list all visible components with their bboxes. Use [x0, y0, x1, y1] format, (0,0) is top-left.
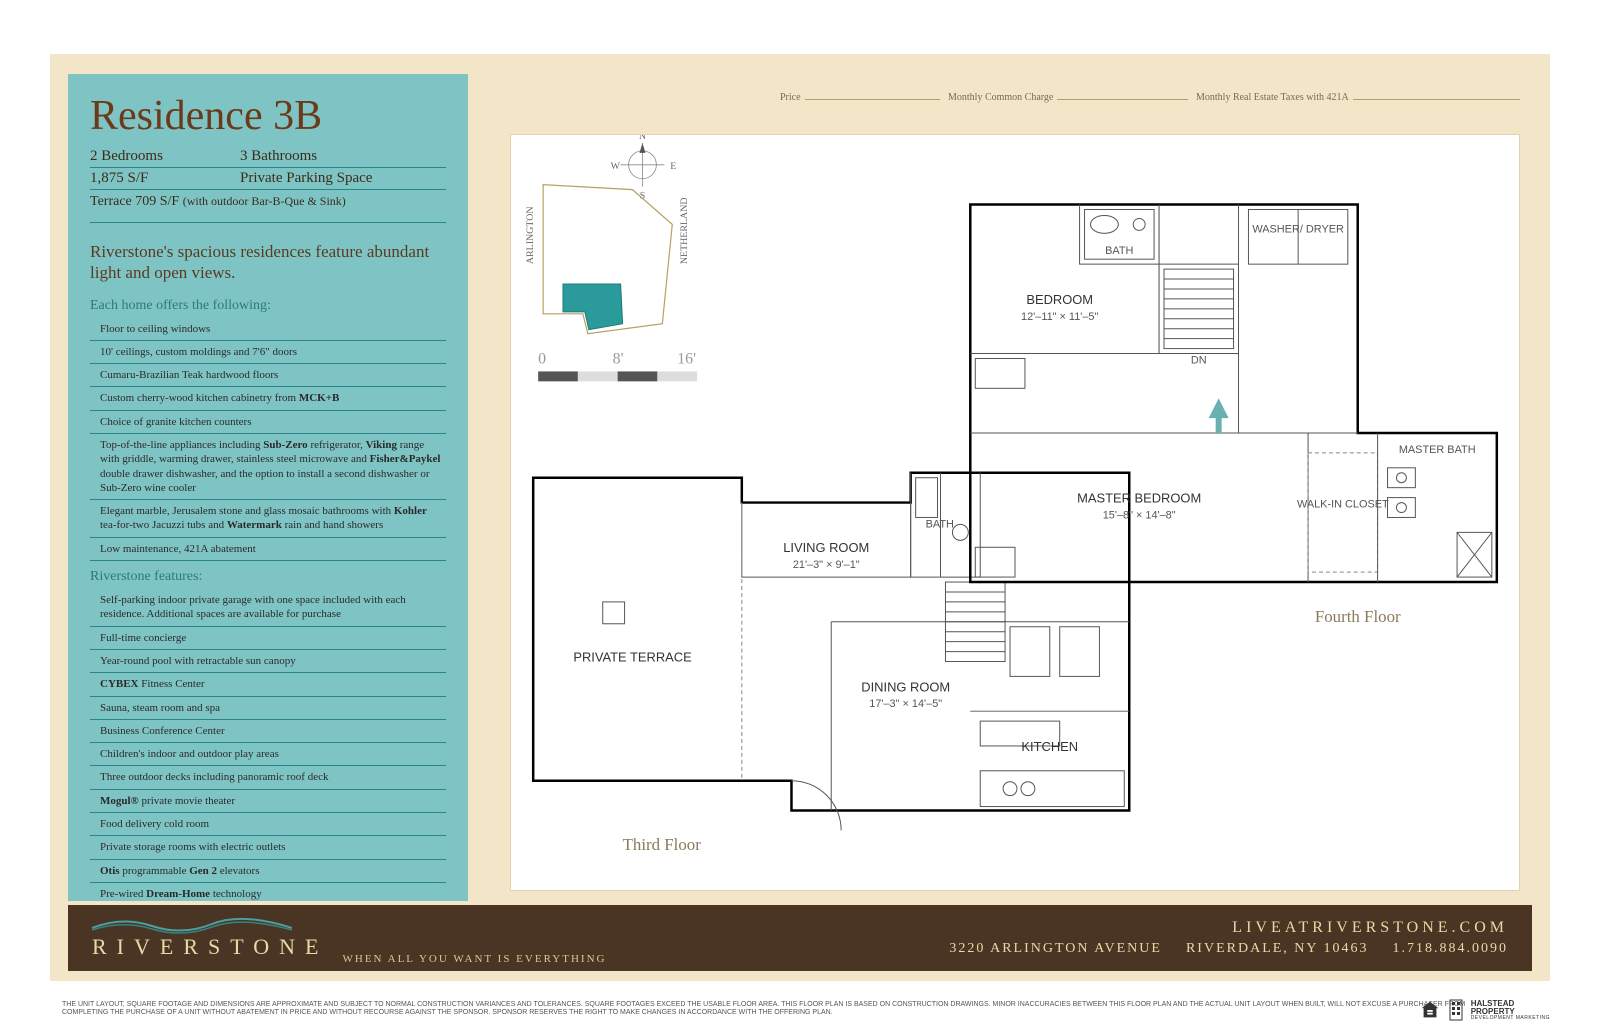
svg-text:ARLINGTON: ARLINGTON	[525, 206, 536, 264]
terrace-note: (with outdoor Bar-B-Que & Sink)	[183, 194, 346, 208]
logo-block: RIVERSTONE	[92, 916, 329, 960]
keyplan: ARLINGTON NETHERLAND	[525, 185, 690, 334]
scale-bar: 0 8' 16'	[538, 350, 697, 381]
home-feature-item: Floor to ceiling windows	[90, 318, 446, 341]
svg-text:BEDROOM: BEDROOM	[1026, 292, 1093, 307]
price-line: Price Monthly Common Charge Monthly Real…	[780, 90, 1520, 103]
halstead-icon	[1449, 999, 1463, 1021]
svg-text:BATH: BATH	[1105, 245, 1133, 257]
home-feature-item: Low maintenance, 421A abatement	[90, 538, 446, 561]
home-feature-item: Elegant marble, Jerusalem stone and glas…	[90, 500, 446, 538]
svg-text:Third Floor: Third Floor	[623, 835, 702, 854]
svg-text:12'–11" × 11'–5": 12'–11" × 11'–5"	[1021, 311, 1098, 323]
svg-text:DINING ROOM: DINING ROOM	[861, 679, 950, 694]
equal-housing-icon	[1419, 999, 1441, 1021]
fourth-floor-plan: DN WASHER/ DRYER BATH BEDROOM 12'–11" × …	[970, 205, 1497, 626]
home-features-title: Each home offers the following:	[90, 298, 446, 314]
home-feature-item: Cumaru-Brazilian Teak hardwood floors	[90, 364, 446, 387]
disclaimer-icons: HALSTEAD PROPERTY DEVELOPMENT MARKETING	[1419, 999, 1550, 1021]
building-feature-item: Business Conference Center	[90, 720, 446, 743]
building-feature-item: Otis programmable Gen 2 elevators	[90, 860, 446, 883]
city: RIVERDALE, NY 10463	[1186, 941, 1369, 957]
svg-text:MASTER BATH: MASTER BATH	[1399, 444, 1476, 456]
logo-text: RIVERSTONE	[92, 934, 329, 960]
floorplan-svg: ARLINGTON NETHERLAND N S E W 0 8' 16'	[511, 135, 1519, 890]
info-panel: Residence 3B 2 Bedrooms 3 Bathrooms 1,87…	[68, 74, 468, 901]
svg-text:WALK-IN CLOSET: WALK-IN CLOSET	[1297, 499, 1389, 511]
svg-text:LIVING ROOM: LIVING ROOM	[783, 540, 869, 555]
home-features-list: Floor to ceiling windows10' ceilings, cu…	[90, 318, 446, 562]
svg-text:N: N	[639, 135, 646, 142]
svg-text:WASHER/ DRYER: WASHER/ DRYER	[1252, 223, 1344, 235]
bedrooms: 2 Bedrooms	[90, 148, 240, 165]
cc-blank	[1057, 90, 1188, 100]
svg-text:21'–3" × 9'–1": 21'–3" × 9'–1"	[793, 559, 860, 571]
svg-text:17'–3" × 14'–5": 17'–3" × 14'–5"	[869, 698, 942, 710]
spec-row-1: 2 Bedrooms 3 Bathrooms	[90, 146, 446, 168]
disclaimer: THE UNIT LAYOUT, SQUARE FOOTAGE AND DIME…	[62, 1001, 1470, 1017]
building-features-list: Self-parking indoor private garage with …	[90, 589, 446, 901]
svg-text:S: S	[640, 191, 646, 202]
svg-text:E: E	[670, 161, 676, 172]
building-feature-item: Private storage rooms with electric outl…	[90, 836, 446, 859]
building-feature-item: Sauna, steam room and spa	[90, 697, 446, 720]
svg-text:16': 16'	[677, 350, 696, 367]
home-feature-item: Top-of-the-line appliances including Sub…	[90, 434, 446, 500]
building-feature-item: Self-parking indoor private garage with …	[90, 589, 446, 627]
spec-row-2: 1,875 S/F Private Parking Space	[90, 168, 446, 190]
tagline: WHEN ALL YOU WANT IS EVERYTHING	[343, 953, 607, 971]
sqft: 1,875 S/F	[90, 170, 240, 187]
home-feature-item: Custom cherry-wood kitchen cabinetry fro…	[90, 387, 446, 410]
terrace-sf: Terrace 709 S/F	[90, 194, 179, 209]
svg-text:MASTER BEDROOM: MASTER BEDROOM	[1077, 491, 1201, 506]
building-features-title: Riverstone features:	[90, 569, 446, 585]
svg-text:15'–8" × 14'–8": 15'–8" × 14'–8"	[1103, 509, 1176, 521]
wave-icon	[92, 916, 292, 934]
website: LIVEATRIVERSTONE.COM	[1232, 919, 1508, 937]
building-feature-item: Full-time concierge	[90, 627, 446, 650]
footer-right: LIVEATRIVERSTONE.COM 3220 ARLINGTON AVEN…	[949, 919, 1508, 957]
building-feature-item: CYBEX Fitness Center	[90, 673, 446, 696]
svg-text:8': 8'	[613, 350, 624, 367]
building-feature-item: Pre-wired Dream-Home technology	[90, 883, 446, 901]
home-feature-item: 10' ceilings, custom moldings and 7'6" d…	[90, 341, 446, 364]
taxes-blank	[1353, 90, 1520, 100]
monthly-cc-label: Monthly Common Charge	[948, 92, 1053, 103]
building-feature-item: Mogul® private movie theater	[90, 790, 446, 813]
terrace-line: Terrace 709 S/F (with outdoor Bar-B-Que …	[90, 190, 446, 223]
price-blank	[805, 90, 940, 100]
svg-text:KITCHEN: KITCHEN	[1021, 739, 1078, 754]
taxes-label: Monthly Real Estate Taxes with 421A	[1196, 92, 1349, 103]
third-floor-plan: PRIVATE TERRACE LIVING ROOM 21'–3" × 9'–…	[533, 473, 1129, 855]
building-feature-item: Children's indoor and outdoor play areas	[90, 743, 446, 766]
brochure-page: Residence 3B 2 Bedrooms 3 Bathrooms 1,87…	[50, 54, 1550, 981]
residence-title: Residence 3B	[90, 92, 446, 140]
svg-text:0: 0	[538, 350, 546, 367]
footer-bar: RIVERSTONE WHEN ALL YOU WANT IS EVERYTHI…	[68, 905, 1532, 971]
home-feature-item: Choice of granite kitchen counters	[90, 411, 446, 434]
building-feature-item: Three outdoor decks including panoramic …	[90, 766, 446, 789]
building-feature-item: Year-round pool with retractable sun can…	[90, 650, 446, 673]
svg-text:DN: DN	[1191, 354, 1207, 366]
svg-text:Fourth Floor: Fourth Floor	[1315, 607, 1401, 626]
compass-icon: N S E W	[611, 135, 677, 202]
blurb: Riverstone's spacious residences feature…	[90, 241, 446, 284]
parking: Private Parking Space	[240, 170, 446, 187]
address: 3220 ARLINGTON AVENUE	[949, 941, 1162, 957]
svg-text:PRIVATE TERRACE: PRIVATE TERRACE	[573, 650, 692, 665]
svg-text:W: W	[611, 161, 621, 172]
building-feature-item: Food delivery cold room	[90, 813, 446, 836]
phone: 1.718.884.0090	[1393, 941, 1509, 957]
bathrooms: 3 Bathrooms	[240, 148, 446, 165]
svg-text:NETHERLAND: NETHERLAND	[679, 197, 690, 264]
svg-text:BATH: BATH	[926, 518, 954, 530]
floorplan-area: ARLINGTON NETHERLAND N S E W 0 8' 16'	[510, 134, 1520, 891]
halstead-text: HALSTEAD PROPERTY DEVELOPMENT MARKETING	[1471, 1000, 1550, 1021]
price-label: Price	[780, 92, 801, 103]
